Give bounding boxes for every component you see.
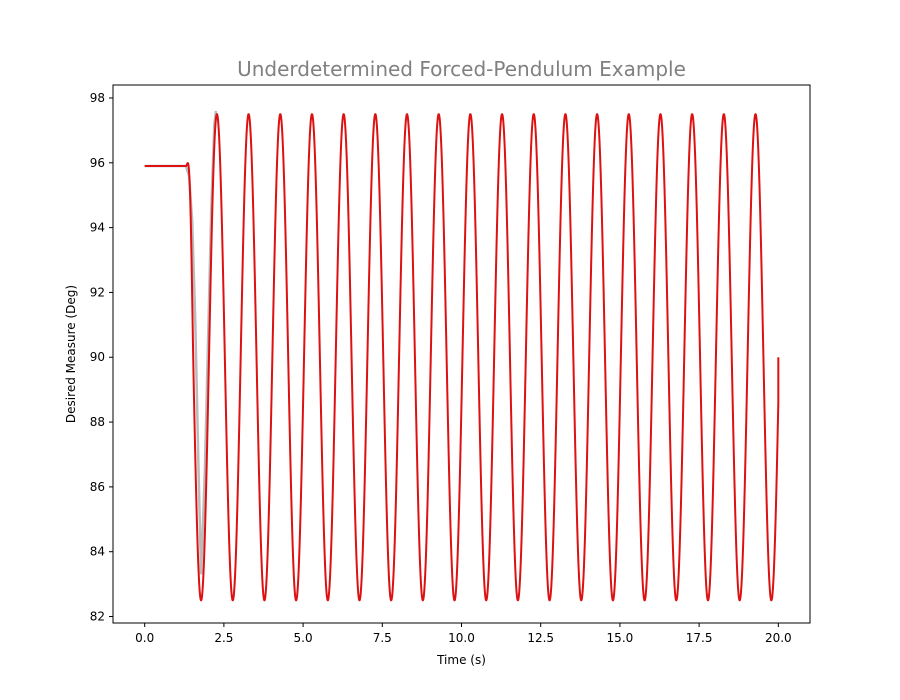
y-tick-label: 92 (90, 285, 105, 299)
x-tick-label: 10.0 (448, 631, 475, 645)
y-tick-label: 98 (90, 91, 105, 105)
series-layer (143, 110, 780, 602)
x-tick-label: 7.5 (373, 631, 392, 645)
x-tick-label: 15.0 (607, 631, 634, 645)
y-axis-label: Desired Measure (Deg) (64, 285, 78, 423)
x-axis-label: Time (s) (436, 653, 486, 667)
x-axis-ticks: 0.0 2.5 5.0 7.5 10.0 12.5 15.0 17.5 20.0 (135, 623, 792, 645)
y-axis-ticks: 82 84 86 88 90 92 94 96 98 (90, 91, 113, 624)
x-tick-label: 5.0 (294, 631, 313, 645)
y-tick-label: 82 (90, 610, 105, 624)
x-tick-label: 0.0 (135, 631, 154, 645)
y-tick-label: 84 (90, 545, 105, 559)
x-tick-label: 12.5 (527, 631, 554, 645)
y-tick-label: 88 (90, 415, 105, 429)
y-tick-label: 94 (90, 221, 105, 235)
x-tick-label: 2.5 (214, 631, 233, 645)
y-tick-label: 86 (90, 480, 105, 494)
y-tick-label: 90 (90, 350, 105, 364)
chart-title: Underdetermined Forced-Pendulum Example (237, 57, 686, 81)
x-tick-label: 20.0 (765, 631, 792, 645)
series-line-red (143, 113, 780, 602)
x-tick-label: 17.5 (686, 631, 713, 645)
y-tick-label: 96 (90, 156, 105, 170)
